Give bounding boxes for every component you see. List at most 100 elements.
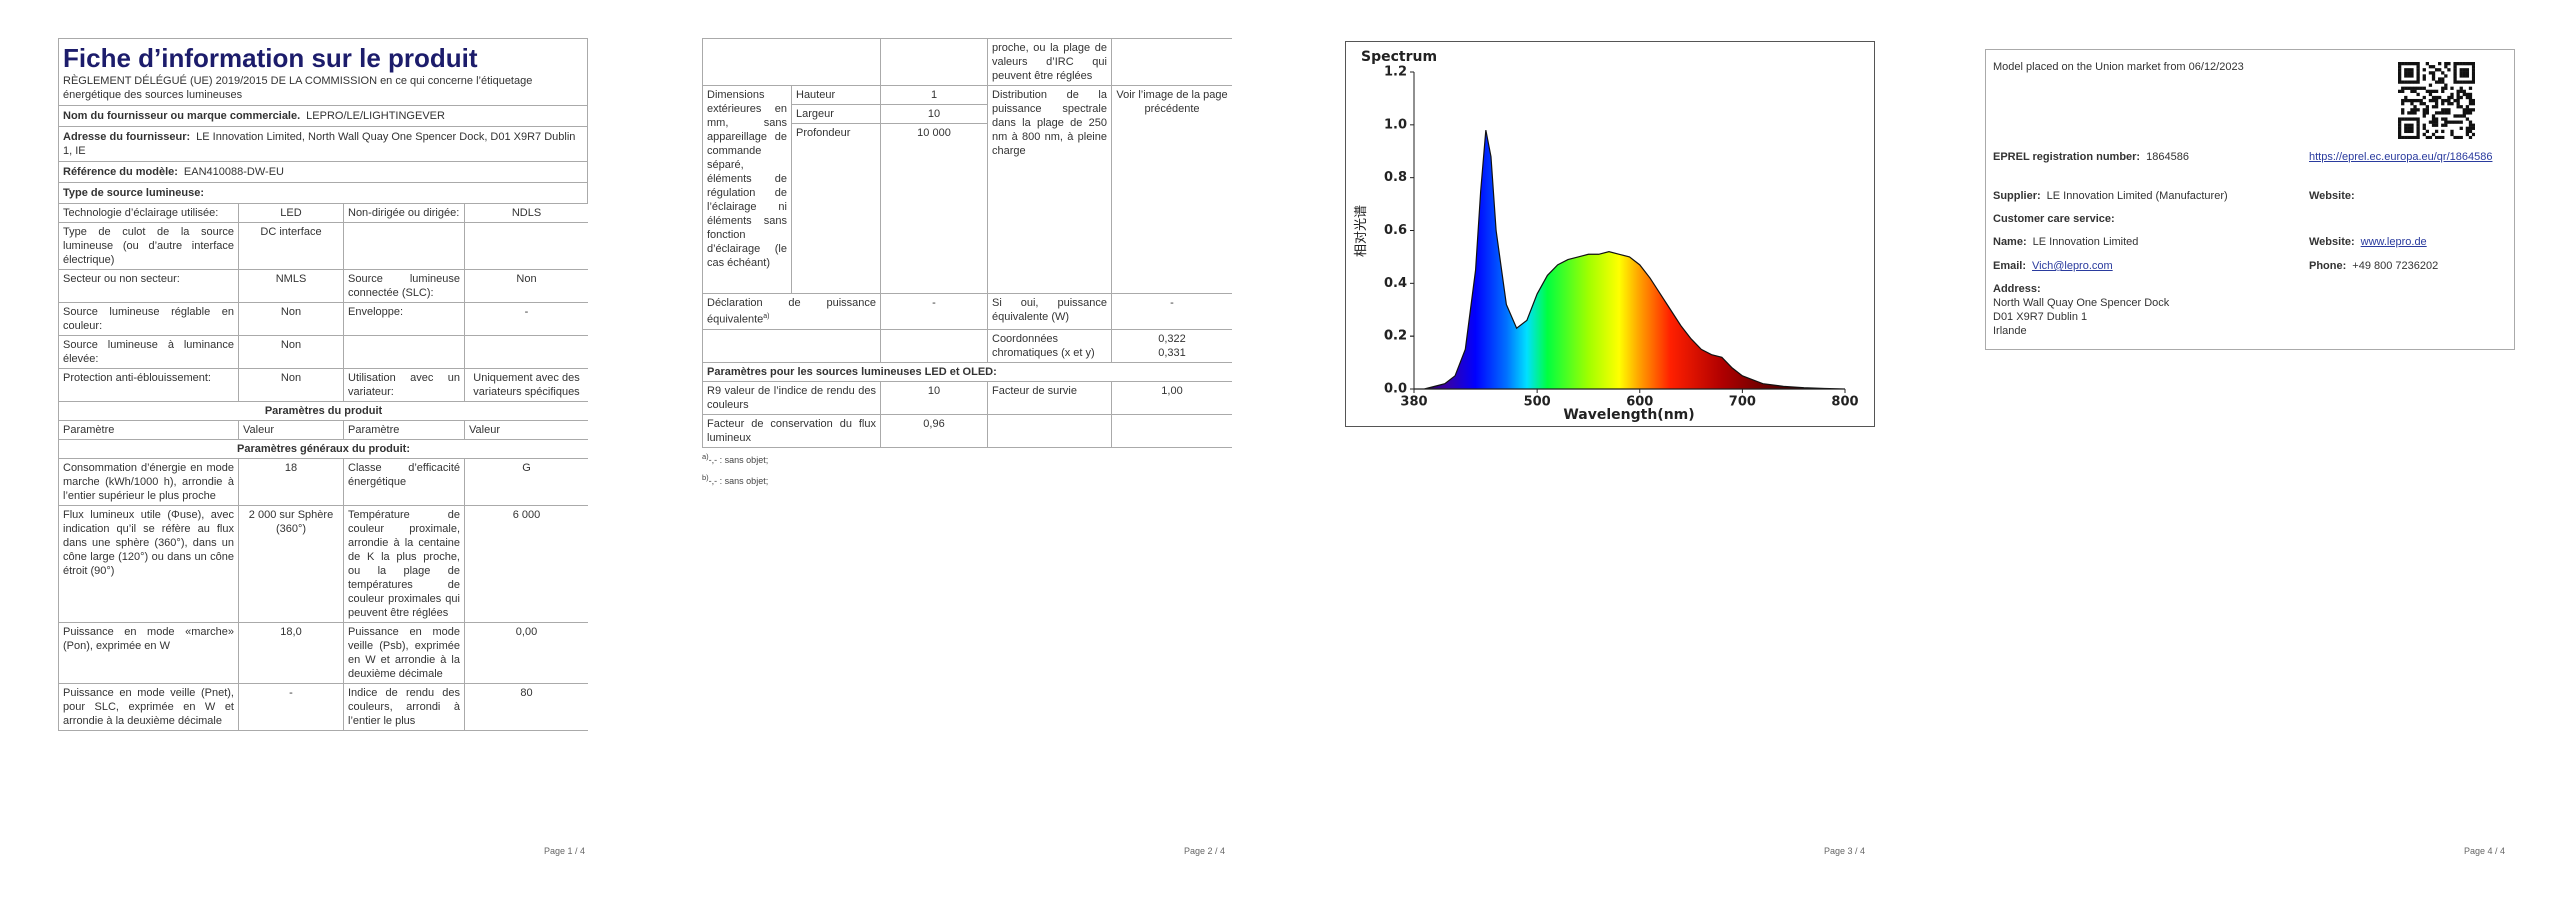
qr-module: [2404, 80, 2408, 84]
qr-module: [2434, 68, 2439, 72]
note: b): [702, 472, 709, 482]
qr-module: [2398, 126, 2402, 130]
qr-module: [2459, 126, 2463, 130]
value: LE Innovation Limited (Manufacturer): [2046, 190, 2228, 202]
cell: Déclaration de puissance équivalentea): [702, 293, 881, 330]
qr-module: [2413, 117, 2417, 121]
qr-module: [2398, 129, 2402, 134]
qr-module: [2468, 111, 2473, 115]
qr-module: [2450, 102, 2454, 106]
email-link[interactable]: Vich@lepro.com: [2032, 260, 2113, 272]
qr-module: [2471, 98, 2475, 103]
qr-module: [2462, 74, 2466, 78]
qr-module: [2410, 74, 2414, 78]
qr-module: [2465, 117, 2470, 121]
website-link[interactable]: www.lepro.de: [2360, 236, 2427, 248]
qr-module: [2444, 98, 2448, 103]
label: Déclaration de puissance équivalente: [707, 297, 876, 326]
title: Fiche d’information sur le produit: [63, 43, 478, 73]
qr-module: [2422, 95, 2426, 100]
cell: 2 000 sur Sphère (360°): [238, 505, 344, 623]
page-content: Fiche d’information sur le produit RÈGLE…: [58, 38, 588, 840]
value: EAN410088-DW-EU: [183, 166, 284, 178]
cell: Technologie d’éclairage utilisée:: [58, 203, 239, 223]
label: Adresse du fournisseur:: [63, 131, 191, 143]
cell: [464, 222, 588, 270]
qr-module: [2407, 117, 2411, 121]
qr-module: [2404, 98, 2408, 103]
qr-module: [2453, 65, 2457, 69]
eprel-link[interactable]: https://eprel.ec.europa.eu/qr/1864586: [2309, 151, 2493, 163]
qr-module: [2444, 62, 2448, 66]
cell: proche, ou la plage de valeurs d’IRC qui…: [987, 38, 1112, 86]
qr-module: [2407, 135, 2411, 139]
qr-module: [2398, 62, 2402, 66]
page: Spectrum 相对光谱 Wavelength(nm) 0.0 0.2 0.4 0.…: [1280, 0, 1920, 905]
qr-module: [2413, 135, 2417, 139]
qr-module: [2468, 108, 2473, 112]
qr-module: [2468, 120, 2473, 124]
qr-module: [2413, 98, 2417, 103]
cell: Facteur de conservation du flux lumineux: [702, 413, 881, 448]
y-tick-label: 0.2: [1384, 329, 1407, 344]
qr-module: [2471, 65, 2475, 69]
qr-module: [2453, 114, 2457, 118]
qr-module: [2404, 68, 2408, 72]
qr-module: [2404, 123, 2408, 127]
qr-module: [2428, 92, 2433, 97]
qr-module: [2441, 123, 2445, 127]
qr-module: [2419, 98, 2423, 103]
qr-module: [2419, 86, 2423, 90]
qr-module: [2441, 135, 2445, 139]
cell: Paramètres généraux du produit:: [58, 439, 588, 459]
qr-module: [2456, 92, 2460, 97]
cell: 18: [238, 458, 344, 506]
qr-module: [2456, 62, 2460, 66]
qr-module: [2407, 126, 2411, 130]
qr-module: [2468, 98, 2473, 103]
qr-module: [2404, 74, 2408, 78]
qr-module: [2407, 98, 2411, 103]
qr-module: [2401, 98, 2405, 103]
qr-module: [2453, 80, 2457, 84]
cell: Indice de rendu des couleurs, arrondi à …: [343, 683, 465, 731]
qr-module: [2398, 135, 2402, 139]
label: Phone:: [2309, 260, 2347, 272]
page: Model placed on the Union market from 06…: [1920, 0, 2560, 905]
cell: 0,00: [464, 622, 588, 684]
qr-module: [2404, 129, 2408, 134]
cell: Paramètre: [58, 420, 239, 440]
qr-module: [2401, 102, 2405, 106]
cell: Non: [464, 269, 588, 303]
cell: 1,00: [1111, 380, 1232, 415]
qr-module: [2459, 62, 2463, 66]
qr-module: [2413, 89, 2417, 93]
qr-module: [2425, 129, 2429, 134]
cell: Flux lumineux utile (Φuse), avec indicat…: [58, 505, 239, 623]
cell: G: [464, 458, 588, 506]
qr-module: [2416, 120, 2420, 124]
qr-module: [2425, 111, 2429, 115]
cell: 10: [880, 380, 988, 415]
qr-module: [2465, 95, 2470, 100]
cell: Paramètres du produit: [58, 401, 588, 421]
qr-module: [2422, 108, 2426, 112]
qr-module: [2465, 62, 2470, 66]
qr-module: [2465, 80, 2470, 84]
qr-module: [2398, 117, 2402, 121]
qr-module: [2416, 132, 2420, 137]
cell: Profondeur: [791, 123, 881, 294]
qr-module: [2425, 105, 2429, 109]
qr-module: [2416, 129, 2420, 134]
qr-module: [2416, 65, 2420, 69]
qr-module: [2444, 120, 2448, 124]
qr-module: [2434, 95, 2439, 100]
qr-module: [2404, 86, 2408, 90]
cell: Source lumineuse réglable en couleur:: [58, 302, 239, 336]
label: Email:: [1993, 260, 2027, 272]
qr-module: [2413, 80, 2417, 84]
spectrum-area: [1414, 130, 1846, 390]
qr-module: [2441, 71, 2445, 75]
label: Website:: [2309, 236, 2355, 248]
